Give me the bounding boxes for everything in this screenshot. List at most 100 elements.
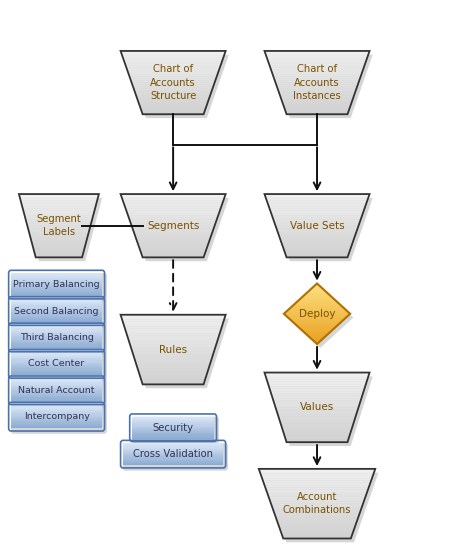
Polygon shape [11, 329, 103, 330]
Polygon shape [11, 292, 103, 294]
Polygon shape [132, 416, 214, 418]
Polygon shape [21, 202, 96, 205]
Polygon shape [122, 198, 224, 200]
Polygon shape [126, 333, 220, 336]
Polygon shape [281, 426, 353, 428]
Polygon shape [11, 275, 103, 276]
Polygon shape [124, 326, 222, 329]
Polygon shape [267, 492, 367, 494]
Polygon shape [275, 83, 358, 85]
Polygon shape [11, 337, 103, 339]
Polygon shape [11, 312, 103, 314]
Polygon shape [126, 209, 220, 211]
Polygon shape [272, 396, 362, 398]
Text: Rules: Rules [159, 345, 187, 355]
Polygon shape [32, 245, 85, 247]
Polygon shape [140, 249, 206, 251]
Polygon shape [11, 356, 103, 357]
Polygon shape [271, 70, 363, 72]
Polygon shape [123, 448, 223, 449]
Polygon shape [269, 207, 365, 209]
Polygon shape [22, 198, 102, 261]
Polygon shape [266, 377, 368, 380]
Polygon shape [268, 384, 366, 386]
Polygon shape [11, 285, 103, 286]
Polygon shape [11, 326, 103, 327]
Polygon shape [11, 379, 103, 380]
Polygon shape [129, 74, 218, 76]
Polygon shape [11, 334, 103, 335]
Polygon shape [11, 370, 103, 371]
Polygon shape [309, 290, 325, 291]
Polygon shape [11, 336, 103, 337]
Polygon shape [11, 290, 103, 291]
Polygon shape [132, 428, 214, 429]
Polygon shape [11, 316, 103, 317]
Polygon shape [30, 236, 88, 239]
Polygon shape [126, 68, 220, 70]
Polygon shape [123, 453, 223, 454]
Polygon shape [131, 348, 215, 350]
Polygon shape [20, 198, 98, 200]
Polygon shape [281, 424, 353, 426]
Polygon shape [276, 228, 358, 230]
Polygon shape [123, 460, 223, 461]
Polygon shape [277, 520, 357, 522]
Polygon shape [274, 76, 361, 78]
Polygon shape [136, 364, 210, 366]
Polygon shape [261, 476, 373, 478]
Polygon shape [11, 289, 103, 290]
Polygon shape [11, 276, 103, 277]
Polygon shape [314, 340, 320, 342]
Polygon shape [141, 380, 205, 382]
Polygon shape [123, 458, 223, 459]
Polygon shape [130, 221, 216, 224]
Polygon shape [35, 255, 82, 257]
Polygon shape [289, 307, 345, 310]
Polygon shape [279, 419, 355, 421]
Polygon shape [139, 103, 207, 106]
Polygon shape [281, 100, 353, 102]
Polygon shape [11, 418, 103, 419]
Polygon shape [132, 418, 214, 419]
Polygon shape [303, 296, 331, 297]
Polygon shape [267, 376, 373, 446]
Polygon shape [11, 427, 103, 428]
Polygon shape [11, 411, 103, 412]
Polygon shape [22, 207, 96, 209]
Polygon shape [140, 251, 206, 253]
Polygon shape [11, 332, 103, 333]
Polygon shape [132, 436, 214, 438]
Polygon shape [122, 55, 224, 57]
Polygon shape [267, 198, 373, 261]
Polygon shape [265, 196, 369, 198]
Polygon shape [34, 251, 84, 253]
Text: Values: Values [300, 403, 334, 413]
Polygon shape [11, 284, 103, 285]
Polygon shape [11, 348, 103, 349]
Polygon shape [132, 431, 214, 432]
Polygon shape [286, 255, 348, 257]
Polygon shape [11, 395, 103, 396]
Polygon shape [11, 421, 103, 423]
Text: Intercompany: Intercompany [24, 412, 89, 421]
Polygon shape [11, 281, 103, 282]
Polygon shape [11, 372, 103, 373]
Polygon shape [11, 300, 103, 301]
Polygon shape [123, 451, 223, 452]
Polygon shape [11, 280, 103, 281]
Text: Cost Center: Cost Center [28, 359, 85, 369]
Polygon shape [287, 310, 347, 312]
Polygon shape [316, 342, 318, 344]
Polygon shape [260, 474, 374, 476]
Polygon shape [123, 59, 223, 62]
Polygon shape [11, 353, 103, 354]
Polygon shape [11, 366, 103, 368]
Polygon shape [285, 438, 349, 440]
Text: Chart of
Accounts
Instances: Chart of Accounts Instances [293, 64, 341, 101]
Text: Chart of
Accounts
Structure: Chart of Accounts Structure [150, 64, 196, 101]
Text: Account
Combinations: Account Combinations [283, 492, 351, 515]
Polygon shape [123, 456, 223, 458]
Polygon shape [23, 209, 95, 211]
Polygon shape [274, 220, 361, 221]
